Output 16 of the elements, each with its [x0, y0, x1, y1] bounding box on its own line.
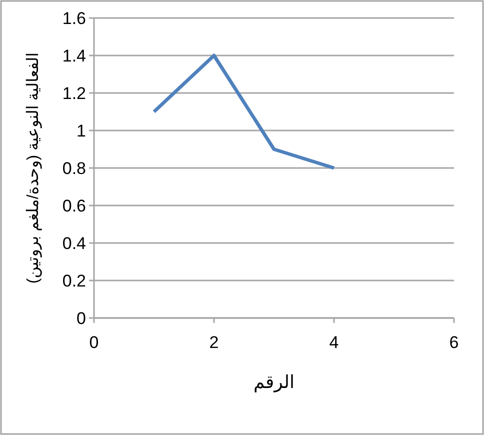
- y-axis-title: الفعالية النوعية (وحدة/ملغم بروتين): [25, 52, 42, 284]
- x-tick-label: 4: [329, 333, 339, 352]
- line-series: [152, 54, 336, 170]
- x-tick-label: 6: [449, 333, 459, 352]
- y-tick-label: 1.4: [62, 46, 86, 66]
- y-tick-label: 0: [76, 309, 86, 328]
- y-tick-label: 1: [76, 122, 86, 140]
- y-tick-label: 1.2: [62, 84, 86, 103]
- x-tick-label: 0: [89, 333, 99, 352]
- y-tick-label: 0.6: [62, 196, 86, 216]
- y-tick-label: 1.6: [62, 9, 86, 28]
- y-tick-label: 0.2: [62, 272, 86, 290]
- y-tick-label: 0.4: [62, 234, 86, 253]
- x-axis-title: الرقم: [253, 372, 295, 393]
- y-tick-label: 0.8: [62, 159, 86, 178]
- x-tick-label: 2: [209, 333, 219, 352]
